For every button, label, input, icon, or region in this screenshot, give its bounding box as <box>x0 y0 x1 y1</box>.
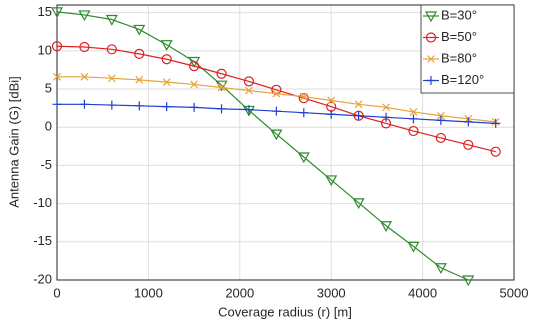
marker <box>134 48 145 59</box>
marker <box>244 105 254 115</box>
marker <box>463 117 473 127</box>
y-tick-label: -10 <box>33 195 52 210</box>
marker <box>381 112 391 122</box>
marker <box>463 139 474 150</box>
x-tick-label: 3000 <box>317 285 346 300</box>
series-line <box>56 45 496 153</box>
marker <box>436 115 446 125</box>
marker <box>491 118 501 128</box>
marker <box>407 241 420 253</box>
marker <box>436 111 445 120</box>
x-tick-label: 0 <box>53 285 60 300</box>
marker <box>409 108 418 116</box>
marker <box>52 99 62 109</box>
marker <box>435 132 446 144</box>
marker <box>217 83 226 92</box>
marker <box>490 146 501 157</box>
plot-frame <box>56 4 515 281</box>
legend-marker <box>426 76 436 85</box>
marker <box>79 99 89 109</box>
y-tick-label: -20 <box>33 271 52 286</box>
marker <box>107 100 117 110</box>
marker <box>434 263 447 275</box>
legend-box <box>420 4 515 94</box>
marker <box>50 7 64 19</box>
marker <box>189 61 200 72</box>
marker <box>271 106 281 116</box>
legend-label: B=80° <box>441 50 477 65</box>
y-tick-label: -15 <box>33 233 52 248</box>
marker <box>352 198 365 210</box>
marker <box>53 72 61 81</box>
marker <box>78 10 91 22</box>
legend-label: B=50° <box>441 29 477 44</box>
marker <box>354 111 364 121</box>
marker <box>216 68 227 79</box>
marker <box>160 40 173 51</box>
y-tick-label: 5 <box>45 80 52 95</box>
marker <box>161 54 172 65</box>
marker <box>80 72 89 81</box>
marker <box>462 275 475 287</box>
legend-label: B=120° <box>441 72 484 87</box>
legend-label: B=30° <box>441 7 477 22</box>
marker <box>162 78 171 87</box>
marker <box>189 102 199 112</box>
marker <box>245 86 253 95</box>
y-tick-label: 15 <box>38 4 52 19</box>
marker <box>354 100 363 109</box>
marker <box>299 108 309 118</box>
marker <box>272 89 281 98</box>
marker <box>106 44 117 55</box>
x-axis-label: Coverage radius (r) [m] <box>218 304 352 319</box>
marker <box>408 114 418 124</box>
marker <box>382 103 390 112</box>
legend-marker <box>427 55 435 63</box>
y-tick-label: -5 <box>40 157 52 172</box>
marker <box>326 109 336 119</box>
marker <box>217 104 227 114</box>
marker <box>134 101 144 111</box>
marker <box>325 175 338 187</box>
marker <box>190 80 199 89</box>
x-tick-label: 1000 <box>134 285 163 300</box>
marker <box>107 74 116 83</box>
marker <box>162 102 172 112</box>
marker <box>380 221 393 232</box>
y-tick-label: 10 <box>38 42 52 57</box>
x-tick-label: 2000 <box>225 285 254 300</box>
legend-marker <box>424 11 438 23</box>
x-tick-label: 5000 <box>500 285 529 300</box>
series-line <box>56 11 469 281</box>
x-tick-label: 4000 <box>408 285 437 300</box>
legend-marker <box>425 32 437 43</box>
marker <box>299 92 308 101</box>
marker <box>297 152 310 164</box>
marker <box>105 14 118 26</box>
marker <box>79 41 90 53</box>
marker <box>327 96 336 105</box>
y-axis-label: Antenna Gain (G) [dBi] <box>6 76 21 208</box>
marker <box>51 41 63 52</box>
y-tick-label: 0 <box>45 119 52 134</box>
marker <box>135 75 144 84</box>
marker <box>298 93 309 104</box>
marker <box>270 129 283 141</box>
marker <box>133 24 146 36</box>
marker <box>408 125 419 137</box>
marker <box>243 76 255 87</box>
